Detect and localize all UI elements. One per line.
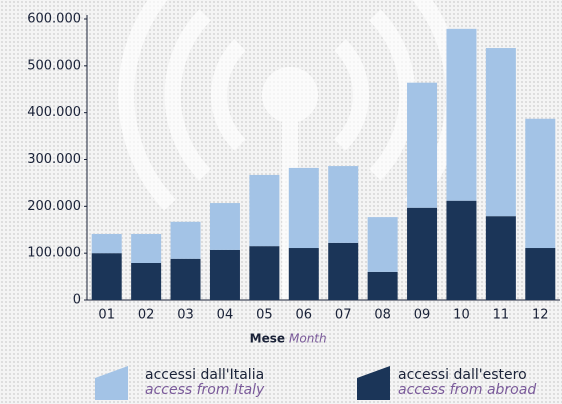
- x-tick-label: 07: [335, 308, 352, 323]
- x-tick-label: 12: [532, 308, 549, 323]
- bar-segment: [407, 207, 438, 300]
- legend-sublabel: access from abroad: [398, 382, 536, 398]
- bar-segment: [131, 233, 162, 264]
- x-tick-label: 02: [138, 308, 155, 323]
- bar-segment: [367, 217, 398, 272]
- y-tick-label: 100.000: [27, 246, 81, 261]
- bar-segment: [209, 249, 240, 300]
- bar-segment: [288, 248, 319, 300]
- bar-segment: [288, 167, 319, 249]
- y-tick-label: 600.000: [27, 12, 81, 27]
- bar-segment: [170, 258, 201, 300]
- bar-segment: [367, 271, 398, 300]
- bar-segment: [525, 118, 556, 249]
- bar-segment: [91, 253, 122, 300]
- bar-segment: [131, 263, 162, 300]
- bar-segment: [209, 203, 240, 250]
- y-tick-label: 0: [73, 293, 81, 308]
- x-tick-label: 04: [217, 308, 234, 323]
- x-tick-label: 01: [98, 308, 115, 323]
- legend-swatch: [95, 366, 128, 400]
- bar-segment: [446, 28, 477, 201]
- bar-segment: [170, 221, 201, 259]
- x-tick-label: 09: [414, 308, 431, 323]
- y-tick-label: 400.000: [27, 105, 81, 120]
- x-axis-subtitle: Month: [289, 332, 327, 346]
- x-tick-label: 03: [177, 308, 194, 323]
- x-tick-label: 06: [296, 308, 313, 323]
- legend-swatch: [357, 366, 390, 400]
- y-tick-label: 500.000: [27, 58, 81, 73]
- bar-segment: [328, 242, 359, 300]
- legend-label: accessi dall'estero: [398, 367, 527, 383]
- x-tick-label: 08: [374, 308, 391, 323]
- x-tick-label: 05: [256, 308, 273, 323]
- x-tick-label: 10: [453, 308, 470, 323]
- bar-segment: [407, 82, 438, 208]
- y-tick-label: 300.000: [27, 152, 81, 167]
- bar-segment: [91, 233, 122, 254]
- bar-segment: [249, 246, 280, 300]
- x-axis-title: Mese: [250, 332, 285, 346]
- bar-segment: [446, 200, 477, 300]
- bar-segment: [525, 248, 556, 300]
- bar-segment: [328, 166, 359, 243]
- bar-segment: [249, 174, 280, 247]
- legend-label: accessi dall'Italia: [145, 367, 264, 383]
- legend-sublabel: access from Italy: [145, 382, 265, 398]
- bar-segment: [485, 216, 516, 300]
- bar-segment: [485, 48, 516, 217]
- x-tick-label: 11: [493, 308, 510, 323]
- y-tick-label: 200.000: [27, 199, 81, 214]
